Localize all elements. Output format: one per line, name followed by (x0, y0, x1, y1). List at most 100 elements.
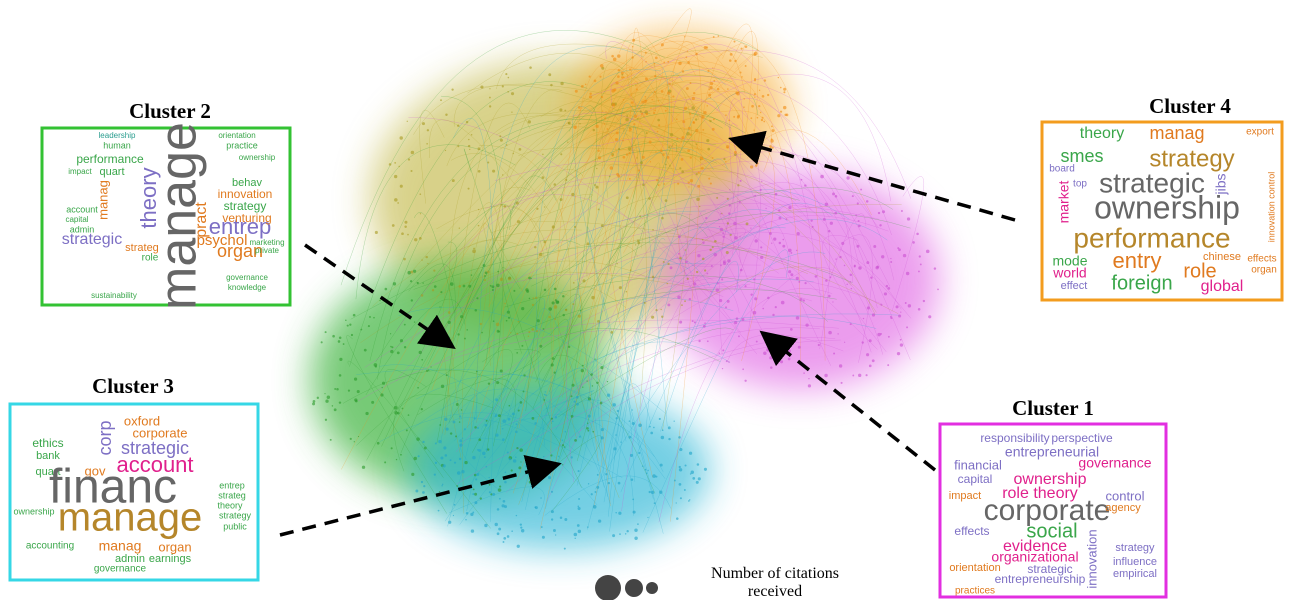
node (520, 523, 522, 525)
node (916, 233, 919, 236)
node (445, 150, 446, 151)
node (668, 438, 670, 440)
node (717, 35, 719, 37)
node (659, 418, 661, 420)
node (550, 84, 552, 86)
node (667, 283, 668, 284)
node (658, 124, 660, 126)
node (441, 485, 442, 486)
node (725, 114, 727, 116)
word: export (1246, 127, 1274, 138)
node (496, 323, 499, 326)
node (459, 421, 460, 422)
node (600, 64, 603, 67)
node (632, 39, 635, 42)
word: manag (99, 538, 142, 554)
node (503, 537, 506, 540)
node (678, 436, 681, 439)
node (406, 429, 408, 431)
node (564, 110, 566, 112)
node (507, 311, 510, 314)
node (707, 105, 708, 106)
node (612, 403, 616, 407)
word: innovation (1084, 529, 1099, 588)
node (475, 478, 477, 480)
node (543, 456, 544, 457)
node (657, 131, 659, 133)
node (579, 123, 580, 124)
node (570, 395, 572, 397)
node (358, 436, 359, 437)
node (578, 106, 581, 109)
node (411, 473, 414, 476)
node (717, 88, 720, 91)
node (480, 323, 482, 325)
node (354, 441, 355, 442)
node (601, 96, 603, 98)
node (638, 169, 640, 171)
node (484, 279, 486, 281)
node (587, 242, 590, 245)
node (800, 298, 803, 301)
node (717, 282, 719, 284)
node (571, 193, 574, 196)
node (483, 264, 486, 267)
node (699, 206, 700, 207)
node (654, 502, 656, 504)
node (605, 473, 607, 475)
node (500, 369, 503, 372)
node (396, 459, 397, 460)
node (669, 165, 670, 166)
node (769, 356, 772, 359)
node (645, 77, 648, 80)
node (713, 80, 715, 82)
node (697, 463, 700, 466)
node (721, 213, 722, 214)
node (775, 306, 777, 308)
node (551, 518, 553, 520)
node (779, 242, 781, 244)
node (604, 123, 606, 125)
node (473, 488, 475, 490)
node (741, 76, 743, 78)
node (629, 420, 631, 422)
cluster-title: Cluster 2 (129, 99, 211, 123)
node (681, 304, 683, 306)
node (901, 210, 903, 212)
node (477, 427, 479, 429)
node (508, 317, 510, 319)
node (507, 91, 509, 93)
node (417, 387, 419, 389)
node (684, 489, 686, 491)
node (330, 439, 332, 441)
node (631, 409, 632, 410)
node (608, 133, 609, 134)
node (480, 497, 482, 499)
node (869, 339, 872, 342)
node (879, 224, 881, 226)
node (719, 299, 722, 302)
node (815, 275, 818, 278)
node (499, 498, 501, 500)
node (762, 117, 764, 119)
node (489, 97, 491, 99)
node (478, 147, 481, 150)
node (636, 157, 637, 158)
node (616, 132, 619, 135)
node (727, 88, 729, 90)
node (555, 534, 556, 535)
node (454, 504, 456, 506)
node (906, 272, 909, 275)
node (619, 533, 621, 535)
node (486, 420, 488, 422)
word: agency (1105, 502, 1141, 514)
node (660, 464, 663, 467)
node (866, 261, 869, 264)
node (734, 60, 736, 62)
node (723, 236, 725, 238)
node (530, 463, 533, 466)
node (421, 294, 424, 297)
node (336, 388, 339, 391)
word: venturing (222, 211, 271, 225)
node (610, 331, 613, 334)
